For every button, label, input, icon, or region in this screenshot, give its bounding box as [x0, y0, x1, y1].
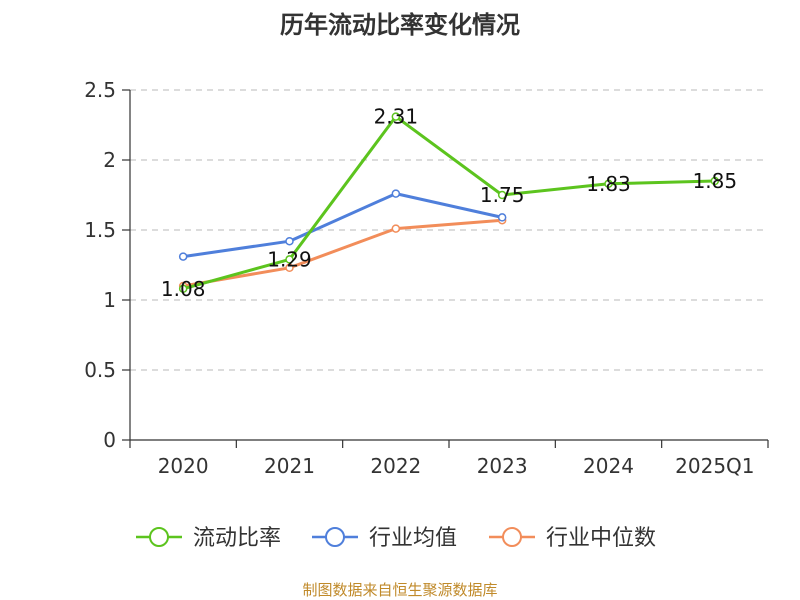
x-tick-label: 2024: [583, 454, 634, 478]
legend-item-2[interactable]: 行业中位数: [489, 526, 656, 551]
legend-label: 行业均值: [369, 526, 457, 551]
series-layer: [178, 112, 720, 294]
series-0-line: [182, 115, 715, 291]
series-1-point: [497, 213, 507, 222]
data-label: 1.83: [586, 172, 631, 196]
x-tick-label: 2025Q1: [675, 454, 754, 478]
y-tick-label: 2: [103, 148, 116, 172]
x-tick-label: 2023: [477, 454, 528, 478]
grid: [130, 89, 768, 371]
y-tick-label: 1: [103, 288, 116, 312]
legend-swatch-marker: [149, 527, 169, 547]
legend-swatch-marker: [502, 527, 522, 547]
data-label: 1.08: [161, 277, 206, 301]
series-0-point: [497, 190, 507, 200]
legend-label: 行业中位数: [546, 526, 656, 551]
y-tick-label: 0: [103, 428, 116, 452]
legend-swatch-marker: [325, 527, 345, 547]
series-1-line: [182, 192, 503, 259]
x-tick-label: 2021: [264, 454, 315, 478]
data-label: 1.29: [267, 247, 312, 271]
data-label: 1.85: [693, 169, 738, 193]
series-0-point: [391, 112, 401, 121]
series-0-point: [710, 176, 720, 186]
legend-item-0[interactable]: 流动比率: [136, 526, 281, 551]
series-2-point: [391, 224, 401, 233]
x-tick-label: 2022: [370, 454, 421, 478]
x-tick-label: 2020: [158, 454, 209, 478]
series-0-point: [604, 179, 613, 189]
y-tick-label: 2.5: [84, 78, 116, 102]
legend[interactable]: 流动比率 行业均值 行业中位数: [136, 526, 656, 551]
source-note: 制图数据来自恒生聚源数据库: [302, 581, 497, 599]
legend-item-1[interactable]: 行业均值: [312, 526, 457, 551]
series-2-point: [285, 263, 294, 273]
axes: 0 0.5 1 1.5 2 2.5 2020 2021 2022 2023 2024 2025Q1: [84, 78, 769, 478]
legend-label: 流动比率: [193, 526, 281, 551]
data-labels: 1.08 1.29 2.31 1.75 1.83 1.85: [161, 105, 737, 301]
series-0-point: [285, 255, 294, 264]
series-1-point: [391, 189, 401, 198]
series-0-point: [178, 284, 188, 294]
data-label: 1.75: [480, 183, 525, 207]
y-tick-label: 1.5: [84, 218, 116, 242]
series-1-point: [178, 252, 188, 261]
data-label: 2.31: [374, 105, 419, 129]
series-1-point: [285, 236, 294, 246]
y-tick-label: 0.5: [84, 358, 116, 382]
chart-title: 历年流动比率变化情况: [280, 11, 520, 39]
series-2-line: [182, 218, 503, 288]
